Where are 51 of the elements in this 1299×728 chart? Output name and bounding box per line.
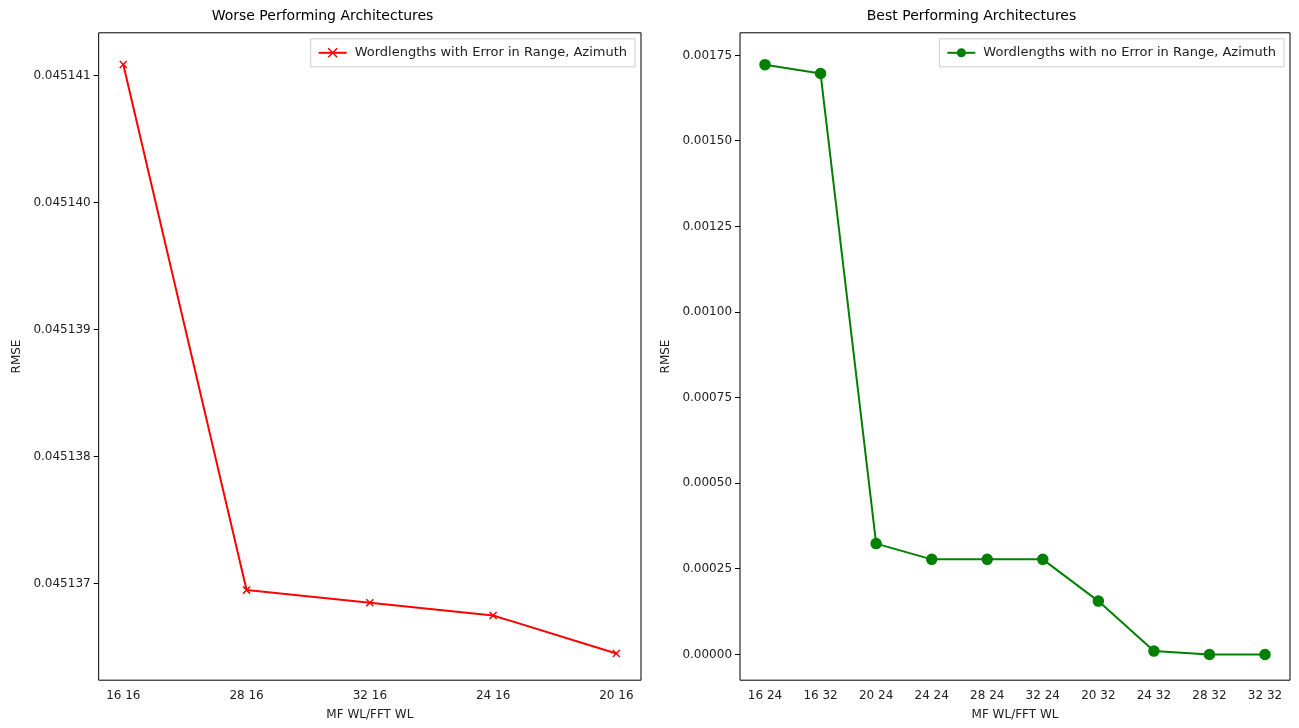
x-tick-label: 28 16 [229, 687, 264, 702]
y-tick-label: 0.00000 [682, 646, 733, 661]
point [242, 585, 251, 595]
point [365, 598, 375, 608]
y-tick-label: 0.00150 [682, 133, 733, 148]
point [981, 553, 993, 566]
x-tick-label: 24 16 [475, 687, 511, 702]
chart-title: Best Performing Architectures [866, 7, 1077, 24]
point [612, 649, 621, 658]
x-axis-title: MF WL/FFT WL [971, 706, 1059, 721]
x-tick-label: 32 24 [1025, 687, 1060, 702]
x-tick-label: 20 32 [1081, 687, 1116, 702]
legend-label: Wordlengths with Error in Range, Azimuth [354, 44, 627, 60]
y-tick-label: 0.045141 [33, 68, 91, 83]
x-tick-label: 32 32 [1247, 687, 1283, 702]
x-tick-label: 16 32 [803, 687, 838, 702]
legend-label: Wordlengths with no Error in Range, Azimuth [983, 44, 1277, 60]
x-tick-label: 32 16 [352, 687, 388, 702]
x-tick-label: 24 24 [914, 687, 949, 702]
x-tick-label: 28 32 [1192, 687, 1227, 702]
y-tick-label: 0.00100 [682, 304, 733, 319]
point [1259, 648, 1271, 661]
y-tick-label: 0.00175 [682, 47, 733, 62]
point [1092, 595, 1105, 607]
point [1148, 645, 1160, 657]
y-tick-label: 0.045137 [33, 575, 91, 590]
point [1037, 553, 1049, 566]
x-tick-label: 28 24 [970, 687, 1005, 702]
x-tick-label: 16 24 [747, 687, 783, 702]
y-tick-label: 0.00125 [682, 218, 733, 233]
y-tick-label: 0.045139 [33, 321, 91, 336]
y-axis-title: RMSE [658, 339, 673, 374]
x-tick-label: 24 32 [1136, 687, 1172, 702]
y-tick-label: 0.045140 [33, 195, 91, 210]
x-tick-label: 16 16 [106, 687, 141, 702]
point [759, 58, 771, 71]
x-tick-label: 20 24 [858, 687, 894, 702]
chart-title: Worse Performing Architectures [211, 7, 434, 24]
y-axis-title: RMSE [9, 339, 24, 374]
y-tick-label: 0.00050 [682, 475, 733, 490]
y-tick-label: 0.00075 [682, 389, 733, 404]
y-tick-label: 0.00025 [682, 561, 733, 576]
point [925, 553, 938, 566]
point [1203, 648, 1216, 661]
y-tick-label: 0.045138 [33, 448, 91, 463]
x-axis-title: MF WL/FFT WL [326, 706, 414, 721]
x-tick-label: 20 16 [599, 687, 634, 702]
point [119, 60, 128, 69]
point [814, 67, 827, 80]
point [870, 537, 882, 550]
point [488, 611, 498, 620]
